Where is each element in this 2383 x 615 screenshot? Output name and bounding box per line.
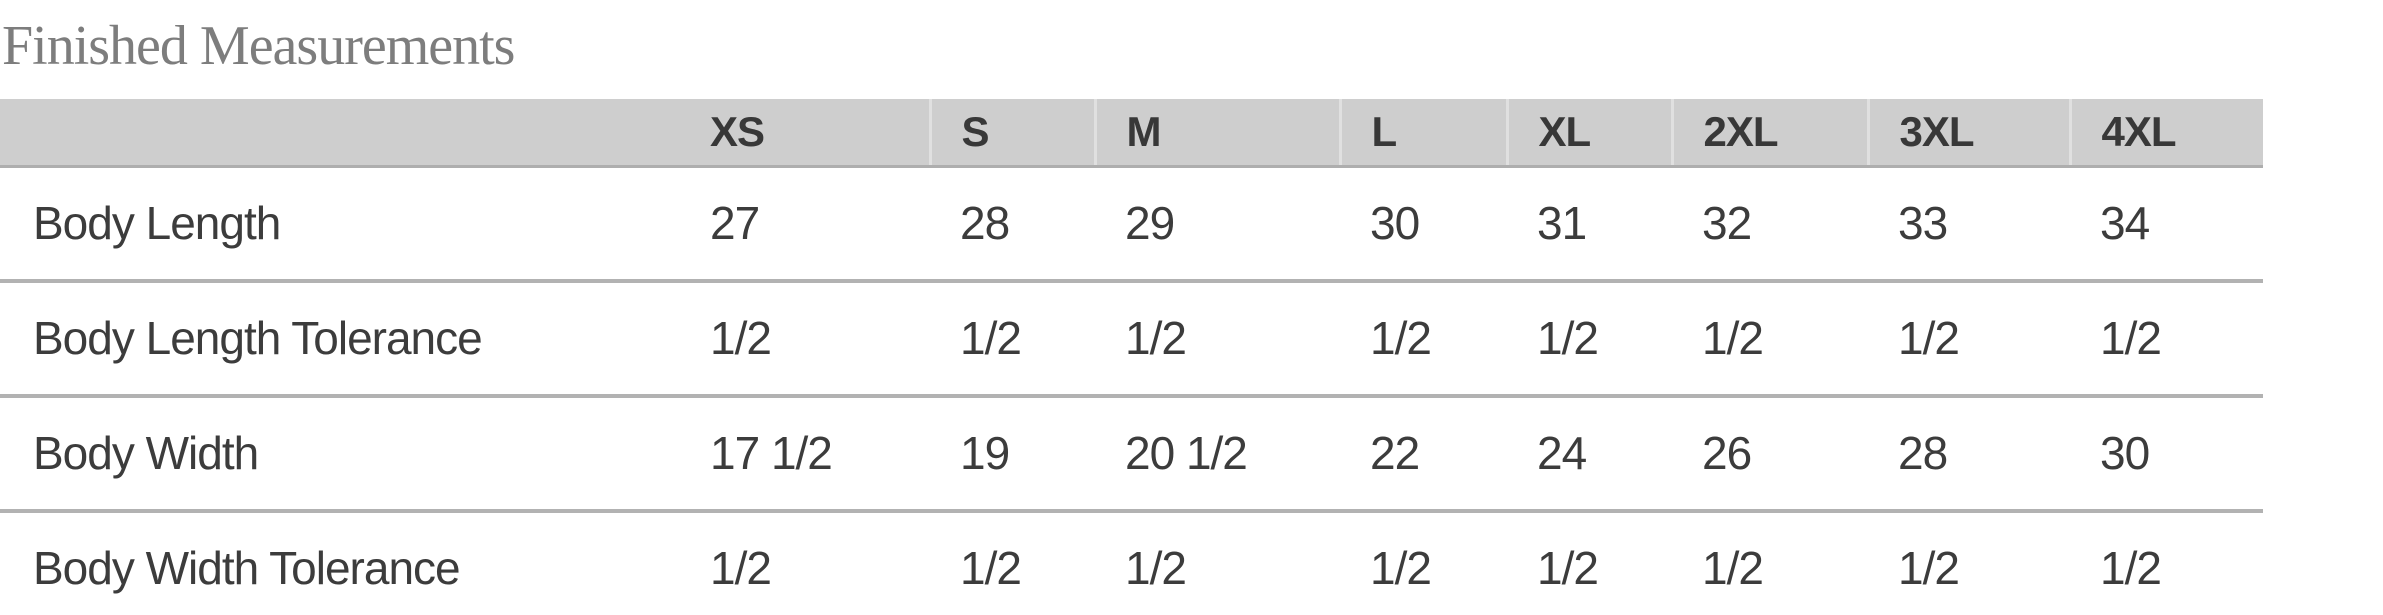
size-column-header: L [1338,98,1507,168]
measurement-cell: 1/2 [1507,280,1672,398]
measurement-cell: 1/2 [2070,280,2263,398]
table-body: Body Length 27 28 29 30 31 32 33 34 Body Length T… [0,166,2263,615]
measurement-cell: 26 [1672,395,1868,513]
measurement-cell: 28 [1868,395,2070,513]
measurement-cell: 17 1/2 [680,395,930,513]
measurement-cell: 1/2 [1125,542,1187,595]
measurement-cell: 1/2 [1340,280,1507,398]
size-column-header: 3XL [1866,98,2070,168]
table-row: Body Length 27 28 29 30 31 32 33 34 [0,166,2263,283]
measurement-cell: 1/2 [1370,542,1432,595]
finished-measurements-table: XS S M L XL 2XL 3XL 4XL Body Length 27 28 29 30 31 32… [0,98,2263,615]
measurement-cell: 1/2 [1898,542,1960,595]
row-label: Body Width [0,395,680,513]
measurement-cell: 1/2 [1095,280,1340,398]
measurement-cell: 1/2 [2100,542,2162,595]
table-row: Body Length Tolerance 1/2 1/2 1/2 1/2 1/2 1/2 1… [0,280,2263,398]
measurement-cell: 27 [680,166,930,283]
measurement-cell: 1/2 [1672,280,1868,398]
size-column-header: XL [1505,98,1672,168]
table-row: Body Width 17 1/2 19 20 1/2 22 24 26 28 30 [0,395,2263,513]
measurement-cell: 1/2 [960,542,1022,595]
size-chart-section: Finished Measurements XS S M L XL 2XL 3XL 4XL B… [0,15,2383,615]
row-label: Body Width Tolerance [33,542,461,595]
measurement-cell: 1/2 [1868,280,2070,398]
measurement-cell: 1/2 [710,542,772,595]
measurement-cell: 30 [1340,166,1507,283]
size-header-row: XS S M L XL 2XL 3XL 4XL [0,98,2263,168]
measurement-cell: 24 [1507,395,1672,513]
row-label-column-header [0,98,680,168]
row-label: Body Length Tolerance [0,280,680,398]
size-column-header: S [928,98,1095,168]
size-column-header: XS [680,98,930,168]
measurement-cell: 32 [1672,166,1868,283]
measurement-cell: 19 [930,395,1095,513]
size-column-header: 4XL [2068,98,2263,168]
measurement-cell: 34 [2070,166,2263,283]
measurement-cell: 20 1/2 [1095,395,1340,513]
row-label: Body Length [0,166,680,283]
measurement-cell: 31 [1507,166,1672,283]
measurement-cell: 33 [1868,166,2070,283]
measurement-cell: 1/2 [680,280,930,398]
measurement-cell: 1/2 [1702,542,1764,595]
section-title: Finished Measurements [2,15,515,77]
measurement-cell: 22 [1340,395,1507,513]
measurement-cell: 1/2 [1537,542,1599,595]
size-column-header: M [1093,98,1340,168]
measurement-cell: 30 [2070,395,2263,513]
table-row: Body Width Tolerance 1/2 1/2 1/2 1/2 1/2 1/2 1/… [0,511,2263,615]
measurement-cell: 28 [930,166,1095,283]
measurement-cell: 29 [1095,166,1340,283]
size-column-header: 2XL [1670,98,1868,168]
table-header: XS S M L XL 2XL 3XL 4XL [0,98,2263,168]
measurement-cell: 1/2 [930,280,1095,398]
